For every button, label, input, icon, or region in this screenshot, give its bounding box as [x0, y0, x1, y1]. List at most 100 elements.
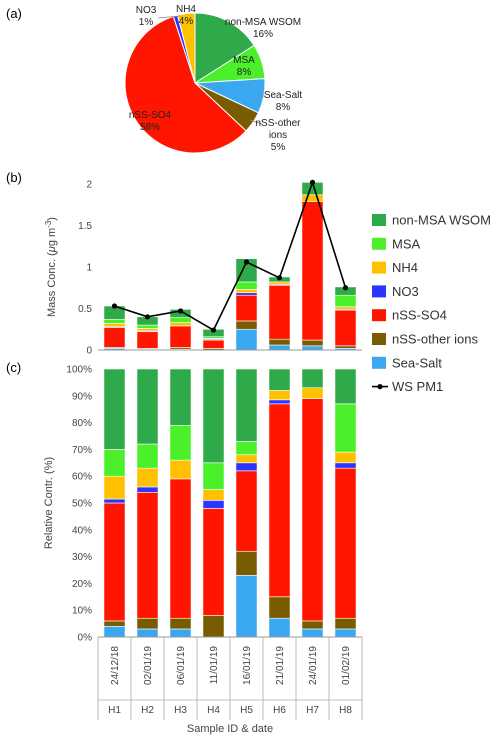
bars-c-bar-h8-non-msa-wsom: [334, 368, 357, 405]
bars-c-bar-h8-msa: [334, 403, 357, 453]
legend-swatch-nss-so4: [372, 309, 386, 322]
legend-swatch-no3: [372, 285, 386, 298]
bars-b-bar-h5-nss-other-ions: [235, 320, 258, 330]
bars-b-bar-h3-msa: [169, 317, 192, 323]
pie-leader-nss-other-ions: [249, 119, 263, 125]
legend-label-non-msa-wsom: non-MSA WSOM: [392, 213, 491, 228]
bars-c-bar-h5-nss-other-ions: [235, 550, 258, 576]
bars-b-bar-h8-msa: [334, 294, 357, 308]
legend-marker-ws-pm1: [377, 384, 383, 390]
bars-b-bar-h7-sea-salt: [301, 345, 324, 351]
bars-c-bar-h3-nss-other-ions: [169, 617, 192, 630]
ws-pm1-point-h1: [111, 303, 118, 309]
c-category-h6: H6: [273, 705, 286, 716]
bars-c-bar-h6-nss-so4: [268, 403, 291, 598]
c-xlabel: Sample ID & date: [187, 723, 273, 735]
c-category-h2: H2: [141, 705, 154, 716]
legend-label-sea-salt: Sea-Salt: [392, 355, 442, 370]
bars-c-bar-h5-non-msa-wsom: [235, 368, 258, 442]
bars-b-bar-h2-msa: [136, 324, 159, 329]
pie-label-nss-so4-1: 58%: [140, 122, 160, 133]
bars-c-bar-h6-no3: [268, 399, 291, 405]
pie-label-nss-so4-0: nSS-SO4: [129, 110, 172, 121]
bars-b-bar-h6-nss-so4: [268, 284, 291, 340]
bars-b-ytick-3: 1.5: [78, 221, 92, 232]
pie-label-sea-salt-0: Sea-Salt: [264, 90, 303, 101]
bars-c-bar-h1-nss-other-ions: [103, 620, 126, 627]
bars-c-ytick-3: 30%: [72, 552, 92, 563]
bars-c-bar-h2-sea-salt: [136, 628, 159, 638]
bars-c-bar-h1-non-msa-wsom: [103, 368, 126, 450]
bars-c-ytick-2: 20%: [72, 579, 92, 590]
bars-c-bar-h4-nh4: [202, 489, 225, 501]
b-ylabel-part-0: Mass Conc. (: [46, 252, 58, 317]
pie-label-msa-0: MSA: [233, 55, 255, 66]
bars-b-bar-h8-nss-other-ions: [334, 345, 357, 349]
legend-swatch-msa: [372, 237, 386, 250]
bars-b-bar-h5-msa: [235, 281, 258, 290]
bars-c-bar-h7-nh4: [301, 387, 324, 399]
bars-b-bar-h6-nss-other-ions: [268, 338, 291, 346]
pie-label-nh4-1: 4%: [179, 16, 194, 27]
pie-slice-nh4: [176, 12, 196, 84]
c-ylabel: Relative Contr. (%): [43, 457, 55, 549]
bars-c-bar-h2-no3: [136, 486, 159, 493]
bars-c-ytick-6: 60%: [72, 472, 92, 483]
bars-c-ytick-1: 10%: [72, 606, 92, 617]
bars-c-bar-h1-no3: [103, 498, 126, 504]
c-date-h1: 24/12/18: [110, 646, 121, 685]
bars-b-bar-h3-nh4: [169, 322, 192, 327]
bars-c-bar-h1-msa: [103, 449, 126, 477]
bars-b-ytick-1: 0.5: [78, 304, 92, 315]
bars-b-bar-h5-sea-salt: [235, 328, 258, 351]
c-date-h3: 06/01/19: [176, 646, 187, 685]
bars-c-bar-h5-nss-so4: [235, 470, 258, 552]
bars-b-bar-h1-msa: [103, 318, 126, 324]
bars-c-bar-h2-nss-so4: [136, 491, 159, 619]
c-date-h8: 01/02/19: [341, 646, 352, 685]
c-category-h1: H1: [108, 705, 121, 716]
bars-c-bar-h6-nss-other-ions: [268, 596, 291, 619]
pie-label-sea-salt-1: 8%: [276, 102, 291, 113]
c-date-h6: 21/01/19: [275, 646, 286, 685]
bars-b-bar-h5-no3: [235, 292, 258, 296]
bars-c-ytick-4: 40%: [72, 525, 92, 536]
bars-c-bar-h3-msa: [169, 424, 192, 461]
ws-pm1-point-h5: [243, 259, 250, 265]
bars-c-bar-h6-nh4: [268, 390, 291, 401]
pie-label-nss-other-ions-0: nSS-other: [255, 118, 301, 129]
legend-swatch-non-msa-wsom: [372, 214, 386, 226]
legend-swatch-nh4: [372, 261, 386, 274]
c-category-h5: H5: [240, 705, 253, 716]
bars-b-bar-h4-nss-so4: [202, 339, 225, 349]
legend-swatch-nss-other-ions: [372, 333, 386, 345]
b-ylabel-part-2: g m: [46, 228, 58, 246]
bars-b-bar-h2-nss-so4: [136, 331, 159, 349]
legend: non-MSA WSOM MSA NH4 NO3 nSS-SO4 nSS-other io…: [372, 213, 491, 394]
ws-pm1-point-h7: [309, 179, 316, 185]
bars-b-bar-h7-nh4: [301, 194, 324, 202]
bars-c-bar-h5-msa: [235, 441, 258, 456]
ws-pm1-line: [114, 179, 347, 332]
c-date-h2: 02/01/19: [143, 646, 154, 685]
bars-c-bar-h4-non-msa-wsom: [202, 368, 225, 464]
ws-pm1-point-h4: [210, 327, 217, 333]
bars-c-ytick-0: 0%: [78, 633, 93, 644]
pie-label-non-msa-wsom-0: non-MSA WSOM: [225, 17, 301, 28]
bars-c-bar-h8-nss-other-ions: [334, 617, 357, 630]
bars-b-ytick-2: 1: [86, 263, 92, 274]
bars-b-ytick-4: 2: [86, 180, 92, 191]
pie-label-no3-1: 1%: [139, 17, 154, 28]
bars-c-bar-h6-sea-salt: [268, 617, 291, 638]
bars-c-bar-h6-non-msa-wsom: [268, 368, 291, 391]
pie-label-no3-0: NO3: [136, 5, 157, 16]
bars-c-bar-h2-non-msa-wsom: [136, 368, 159, 445]
bars-c-bar-h5-sea-salt: [235, 575, 258, 638]
pie-slice-nss-so4: [124, 15, 247, 154]
legend-label-nss-so4: nSS-SO4: [392, 308, 447, 323]
panel-label-b: (b): [6, 170, 22, 185]
legend-label-msa: MSA: [392, 236, 421, 251]
bars-c-bar-h1-nh4: [103, 475, 126, 500]
